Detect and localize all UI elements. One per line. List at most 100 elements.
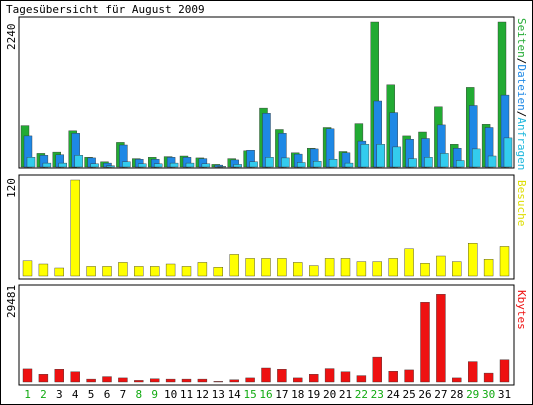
bar-besuche-day-20 — [324, 258, 335, 277]
day-label-16: 16 — [259, 388, 272, 401]
bar-anfragen-day-19 — [313, 160, 322, 168]
bar-anfragen-day-12 — [201, 163, 211, 168]
bar-kbytes-day-12 — [197, 378, 208, 383]
bar-besuche-day-22 — [356, 261, 367, 277]
bar-anfragen-day-29 — [472, 148, 481, 168]
day-label-7: 7 — [120, 388, 127, 401]
bar-anfragen-day-8 — [138, 163, 147, 168]
bar-besuche-day-11 — [181, 266, 192, 277]
panel-middle-bars — [22, 179, 510, 277]
day-label-31: 31 — [498, 388, 511, 401]
panel-middle-legend: Besuche — [515, 180, 528, 226]
bar-kbytes-day-27 — [436, 294, 446, 383]
bar-anfragen-day-28 — [456, 160, 465, 168]
day-label-27: 27 — [434, 388, 447, 401]
day-label-21: 21 — [339, 388, 352, 401]
bar-kbytes-day-11 — [181, 378, 192, 383]
bar-anfragen-day-21 — [344, 162, 354, 168]
bar-besuche-day-1 — [22, 260, 33, 277]
bar-anfragen-day-14 — [233, 164, 242, 168]
day-label-14: 14 — [228, 388, 242, 401]
bar-anfragen-day-9 — [153, 163, 163, 168]
bar-anfragen-day-15 — [249, 161, 258, 168]
bar-besuche-day-15 — [245, 258, 255, 277]
bar-kbytes-day-5 — [86, 378, 96, 383]
day-label-10: 10 — [164, 388, 177, 401]
bar-kbytes-day-15 — [245, 377, 255, 383]
bar-kbytes-day-31 — [499, 359, 510, 383]
bar-kbytes-day-9 — [149, 378, 160, 383]
bar-kbytes-day-16 — [261, 367, 271, 383]
bar-besuche-day-26 — [420, 263, 430, 277]
bar-anfragen-day-16 — [265, 157, 274, 168]
day-label-1: 1 — [24, 388, 31, 401]
panel-top-legend: Seiten/Dateien/Anfragen — [515, 18, 528, 170]
bar-kbytes-day-25 — [404, 369, 414, 383]
bar-kbytes-day-14 — [229, 379, 239, 383]
bar-anfragen-day-3 — [58, 162, 67, 168]
bar-anfragen-day-23 — [376, 144, 385, 168]
bar-kbytes-day-10 — [165, 378, 176, 383]
legend-seiten: Seiten — [515, 18, 528, 58]
bar-anfragen-day-1 — [26, 157, 36, 168]
bar-besuche-day-29 — [468, 242, 478, 277]
bar-kbytes-day-24 — [388, 371, 398, 383]
bar-anfragen-day-2 — [42, 162, 52, 168]
day-label-3: 3 — [56, 388, 63, 401]
panel-top-bars — [20, 21, 513, 168]
legend-slash-2: / — [515, 111, 528, 118]
bar-anfragen-day-31 — [503, 137, 513, 168]
bar-besuche-day-23 — [372, 261, 382, 277]
legend-slash-1: / — [515, 58, 528, 65]
legend-anfragen: Anfragen — [515, 117, 528, 170]
bar-anfragen-day-26 — [424, 157, 433, 168]
bar-anfragen-day-7 — [122, 161, 131, 168]
bar-anfragen-day-24 — [392, 146, 401, 168]
bar-anfragen-day-4 — [74, 155, 83, 168]
day-label-4: 4 — [72, 388, 79, 401]
day-label-18: 18 — [291, 388, 304, 401]
day-label-15: 15 — [243, 388, 256, 401]
bar-kbytes-day-30 — [483, 372, 494, 383]
bar-kbytes-day-1 — [22, 368, 33, 383]
bar-kbytes-day-22 — [356, 375, 367, 383]
bar-besuche-day-5 — [86, 266, 96, 277]
bar-kbytes-day-18 — [293, 377, 303, 383]
day-labels: 1 2 3 4 5 6 7 8 9 10 11 12 13 14 15 16 17 18 19 20 21 22 23 24 2… — [24, 388, 511, 401]
bar-anfragen-day-13 — [217, 166, 227, 168]
bar-besuche-day-25 — [404, 248, 414, 277]
bar-kbytes-day-7 — [118, 377, 128, 383]
panel-middle-frame — [18, 174, 515, 280]
bar-kbytes-day-26 — [420, 302, 430, 383]
bar-besuche-day-21 — [340, 258, 351, 277]
bar-besuche-day-30 — [483, 259, 494, 277]
day-label-23: 23 — [371, 388, 384, 401]
bar-anfragen-day-5 — [90, 163, 99, 168]
bar-besuche-day-28 — [452, 261, 462, 277]
bar-besuche-day-4 — [70, 179, 80, 277]
bar-kbytes-day-8 — [134, 380, 144, 383]
day-label-17: 17 — [275, 388, 288, 401]
chart-title: Tagesübersicht für August 2009 — [6, 3, 205, 16]
bar-kbytes-day-19 — [309, 374, 319, 383]
bar-anfragen-day-6 — [106, 165, 115, 168]
panel-bottom-frame — [18, 284, 515, 386]
bar-anfragen-day-20 — [328, 158, 338, 168]
bar-kbytes-day-6 — [102, 376, 112, 383]
day-label-24: 24 — [387, 388, 401, 401]
day-label-12: 12 — [196, 388, 209, 401]
day-label-26: 26 — [418, 388, 431, 401]
bar-anfragen-day-22 — [360, 144, 370, 168]
bar-anfragen-day-25 — [408, 158, 417, 168]
bar-besuche-day-13 — [213, 267, 224, 277]
bar-besuche-day-31 — [499, 246, 510, 277]
day-label-13: 13 — [212, 388, 225, 401]
bar-anfragen-day-10 — [169, 162, 179, 168]
panel-middle-ymax-label: 120 — [5, 178, 18, 198]
panel-top-ymax-label: 2240 — [5, 24, 18, 51]
bar-besuche-day-10 — [165, 263, 176, 277]
bar-anfragen-day-17 — [281, 157, 290, 168]
day-label-30: 30 — [482, 388, 495, 401]
bar-kbytes-day-21 — [340, 371, 351, 383]
